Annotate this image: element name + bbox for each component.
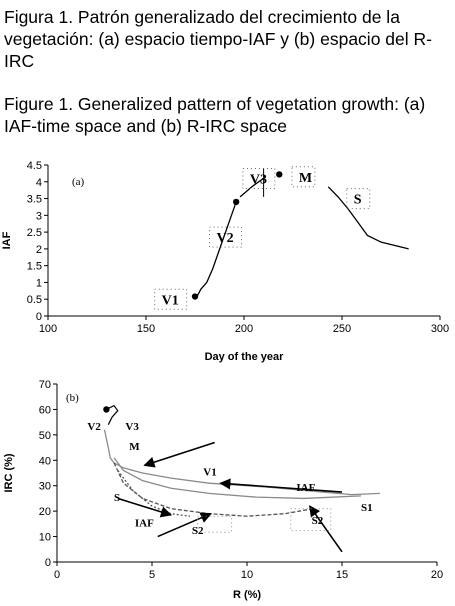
y-tick-label: 4.5: [27, 160, 42, 172]
data-point-1: [191, 293, 199, 300]
series-line-4: [117, 470, 191, 517]
stage-label: V2: [87, 421, 101, 433]
y-tick-label: 40: [39, 455, 51, 467]
y-tick-label: 50: [39, 430, 51, 442]
x-tick-label: 20: [431, 569, 443, 581]
stage-label-box: [154, 288, 188, 310]
stage-label: V3: [125, 421, 139, 433]
y-tick-label: 70: [39, 379, 51, 391]
trajectory-loop: [106, 404, 119, 425]
stage-label: V1: [162, 293, 179, 308]
label-box-1: [197, 515, 233, 533]
stage-label: S1: [361, 502, 373, 514]
stage-label: S: [354, 193, 362, 208]
stage-label: S: [114, 492, 120, 504]
chart-b: 0 5 10 15 20 0 10 20 30 40 50 60 70 R (%) IRC (%) (b) V2…: [3, 379, 443, 601]
x-tick-label: 100: [39, 323, 57, 335]
stage-label-box: [346, 188, 371, 210]
stage-label: M: [129, 441, 140, 453]
stage-label: S2: [192, 525, 204, 537]
stage-label-box: [291, 166, 316, 188]
series-line-2: [113, 457, 362, 500]
trend-arrow-1: [143, 441, 215, 468]
x-tick-label: 5: [149, 569, 155, 581]
y-tick-label: 2: [36, 244, 42, 256]
y-tick-label: 1.5: [27, 261, 42, 273]
series-line-3: [113, 462, 314, 517]
stage-label: V1: [203, 467, 216, 479]
y-tick-label: 30: [39, 481, 51, 493]
y-axis-title: IRC (%): [3, 453, 15, 492]
y-tick-label: 4: [36, 177, 42, 189]
data-point-3: [276, 171, 283, 178]
panel-label: (b): [66, 392, 79, 404]
stage-label-box: [209, 226, 243, 248]
data-point-2: [232, 198, 240, 206]
series-line-1: [103, 429, 381, 496]
x-tick-label: 200: [235, 323, 253, 335]
x-tick-label: 10: [241, 569, 253, 581]
stage-label: V3: [250, 172, 267, 187]
stage-label: IAF: [135, 517, 154, 529]
y-tick-label: 0: [36, 311, 42, 323]
caption-english: Figure 1. Generalized pattern of vegetat…: [4, 94, 426, 136]
trend-arrow-3: [117, 497, 173, 518]
y-axis-title: IAF: [1, 231, 13, 249]
y-tick-label: 0.5: [27, 294, 42, 306]
x-tick-label: 300: [431, 323, 449, 335]
chart-a: 100 150 200 250 300 0 0.5 1 1.5 2 2.5 3 3.5 4 4.5 Day o…: [1, 160, 449, 363]
series-line-3: [327, 186, 409, 250]
trend-arrow-2: [219, 478, 343, 493]
x-tick-label: 15: [336, 569, 348, 581]
x-axis-title: Day of the year: [205, 351, 285, 363]
caption-spanish: Figura 1. Patrón generalizado del crecim…: [4, 7, 432, 71]
y-tick-label: 3.5: [27, 194, 42, 206]
plot-area-a: 100 150 200 250 300 0 0.5 1 1.5 2 2.5 3 3.5 4 4.5 Day o…: [1, 160, 449, 363]
stage-label: V2: [217, 231, 234, 246]
x-tick-label: 150: [137, 323, 155, 335]
trend-arrow-5: [309, 505, 343, 553]
y-tick-label: 10: [39, 532, 51, 544]
x-tick-label: 250: [333, 323, 351, 335]
trend-arrow-4: [157, 512, 212, 538]
series-line-2: [239, 177, 264, 198]
stage-label: S2: [312, 515, 324, 527]
y-tick-label: 3: [36, 210, 42, 222]
y-tick-label: 60: [39, 404, 51, 416]
y-tick-label: 1: [36, 277, 42, 289]
stage-label-box: [242, 167, 276, 189]
stage-label: IAF: [296, 482, 315, 494]
x-axis-title: R (%): [233, 589, 261, 601]
stage-label: M: [299, 171, 312, 186]
panel-label: (a): [72, 176, 85, 188]
y-tick-label: 2.5: [27, 227, 42, 239]
y-tick-label: 0: [45, 557, 51, 569]
y-tick-label: 20: [39, 506, 51, 518]
data-point-1: [103, 406, 110, 413]
series-line-1: [196, 201, 237, 297]
x-tick-label: 0: [54, 569, 60, 581]
plot-area-b: 0 5 10 15 20 0 10 20 30 40 50 60 70 R (%) IRC (%) (b) V2…: [3, 379, 443, 601]
